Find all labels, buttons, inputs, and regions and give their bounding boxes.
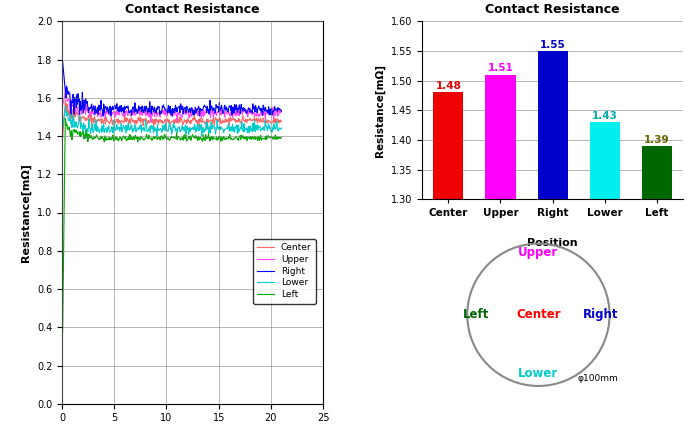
- Right: [277, 109, 286, 114]
- Line: Right: Right: [63, 61, 282, 116]
- Bar: [642, 146, 672, 199]
- Center: [217, 121, 225, 126]
- Bar: [538, 51, 568, 199]
- Text: Position: Position: [527, 238, 578, 248]
- Right: [145, 109, 153, 114]
- Bar: [485, 75, 515, 199]
- Right: [130, 107, 138, 112]
- Left: [277, 135, 286, 140]
- Left: [130, 137, 139, 142]
- Text: Left: Left: [463, 308, 489, 321]
- Lower: [62, 104, 70, 109]
- Right: [218, 107, 226, 112]
- Text: 1.48: 1.48: [435, 81, 461, 91]
- Left: [218, 136, 226, 141]
- Upper: [217, 112, 226, 117]
- Y-axis label: Resistance[mΩ]: Resistance[mΩ]: [375, 64, 385, 157]
- Lower: [197, 122, 206, 128]
- Text: 1.39: 1.39: [644, 135, 670, 144]
- Bar: [433, 92, 464, 199]
- Upper: [147, 119, 155, 124]
- Center: [130, 119, 139, 124]
- Line: Left: Left: [63, 119, 282, 332]
- Line: Center: Center: [63, 100, 282, 138]
- Legend: Center, Upper, Right, Lower, Left: Center, Upper, Right, Lower, Left: [253, 239, 316, 303]
- Line: Lower: Lower: [63, 106, 282, 138]
- Lower: [59, 126, 67, 131]
- Upper: [146, 108, 154, 113]
- Center: [61, 98, 70, 103]
- Left: [146, 136, 154, 141]
- Upper: [59, 102, 67, 108]
- Center: [59, 136, 67, 141]
- Center: [86, 118, 94, 123]
- Left: [61, 116, 70, 121]
- Upper: [197, 116, 206, 121]
- Center: [277, 119, 286, 124]
- Left: [197, 136, 205, 141]
- Upper: [277, 108, 286, 113]
- Lower: [86, 126, 94, 131]
- Lower: [131, 122, 139, 127]
- Right: [168, 113, 177, 119]
- Upper: [86, 114, 94, 119]
- Text: 1.43: 1.43: [592, 111, 618, 121]
- Right: [59, 59, 67, 64]
- Text: φ100mm: φ100mm: [578, 374, 618, 383]
- Left: [59, 330, 67, 335]
- Lower: [146, 130, 155, 135]
- Y-axis label: Resistance[mΩ]: Resistance[mΩ]: [21, 163, 32, 262]
- Lower: [277, 126, 286, 131]
- Bar: [590, 122, 620, 199]
- Upper: [61, 85, 70, 90]
- Lower: [219, 127, 227, 132]
- Title: Contact Resistance: Contact Resistance: [126, 3, 260, 16]
- Center: [197, 118, 205, 123]
- Lower: [217, 125, 226, 130]
- Left: [86, 135, 94, 140]
- Right: [85, 105, 93, 111]
- Upper: [219, 108, 227, 113]
- Title: Contact Resistance: Contact Resistance: [485, 3, 620, 16]
- Text: Center: Center: [516, 308, 561, 321]
- Center: [218, 120, 226, 125]
- Text: Upper: Upper: [518, 246, 558, 259]
- Text: Lower: Lower: [518, 367, 558, 380]
- Center: [146, 120, 154, 125]
- Right: [197, 108, 205, 113]
- Text: 1.55: 1.55: [540, 40, 566, 50]
- Left: [217, 139, 225, 144]
- Upper: [130, 113, 139, 118]
- Text: Right: Right: [583, 308, 618, 321]
- Right: [217, 106, 225, 111]
- Line: Upper: Upper: [63, 88, 282, 122]
- Lower: [82, 136, 90, 141]
- Text: 1.51: 1.51: [488, 63, 513, 74]
